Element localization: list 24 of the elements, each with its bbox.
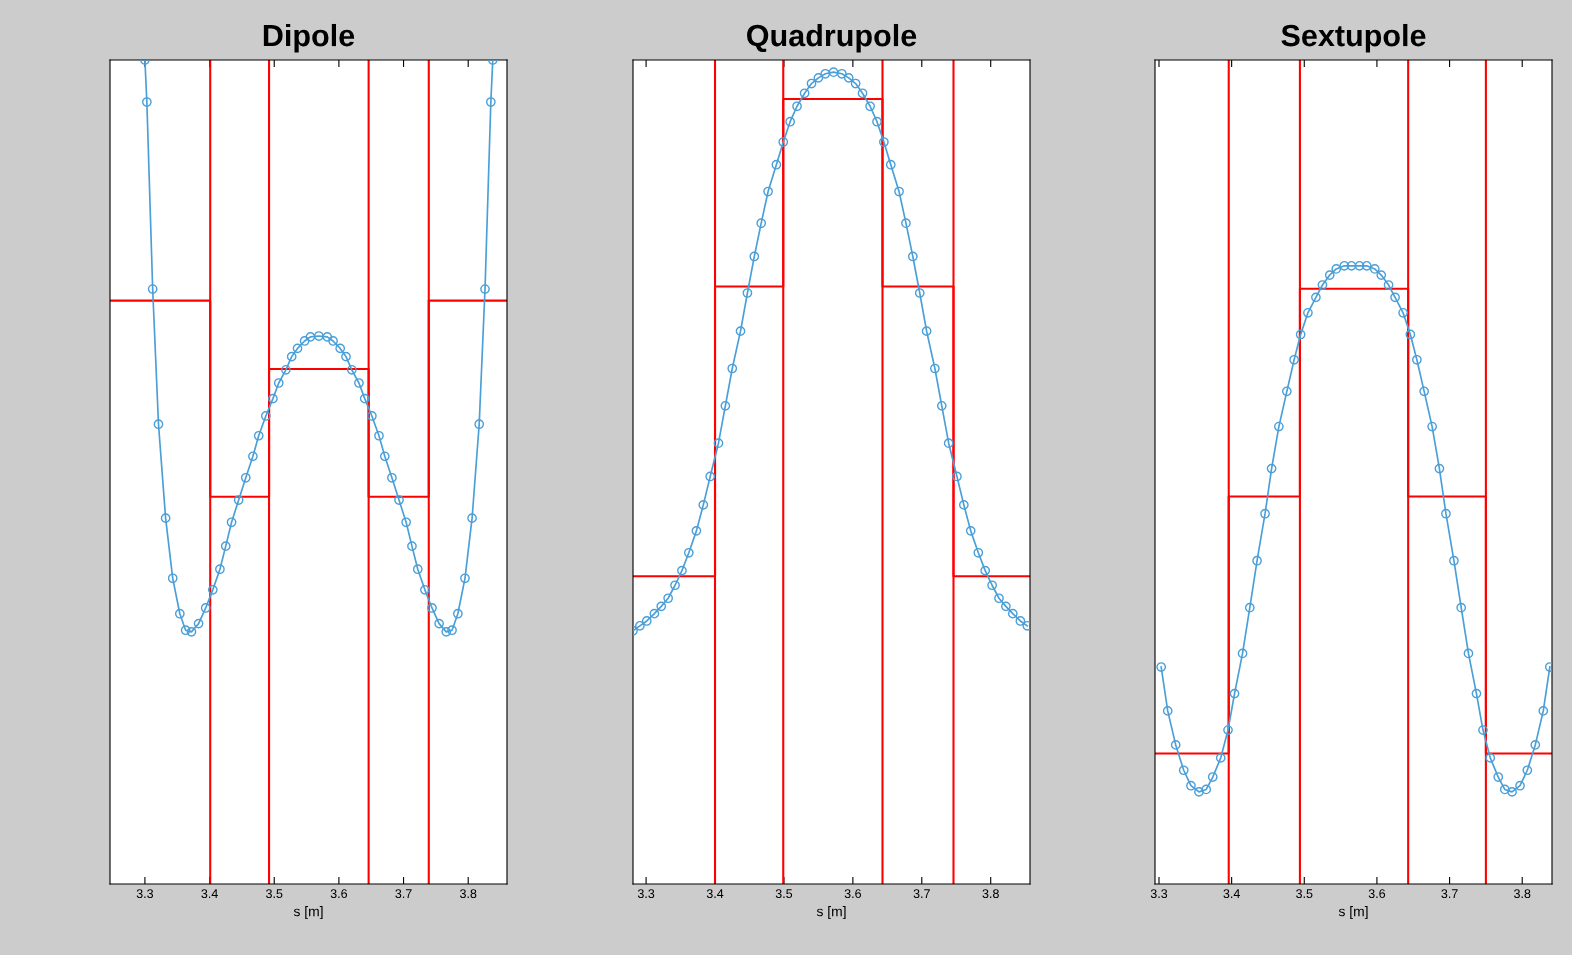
x-tick-label: 3.4 — [201, 889, 218, 899]
x-tick-label: 3.5 — [775, 889, 793, 899]
chart-title: Dipole — [263, 23, 355, 53]
x-tick-label: 3.3 — [637, 889, 655, 899]
x-tick-label: 3.5 — [266, 889, 283, 899]
x-tick-label: 3.4 — [1223, 889, 1240, 899]
x-tick-label: 3.3 — [1150, 889, 1168, 899]
x-tick-label: 3.6 — [330, 889, 348, 899]
x-tick-label: 3.6 — [844, 889, 862, 899]
x-tick-label: 3.8 — [1514, 889, 1531, 899]
chart-title: Sextupole — [1281, 23, 1426, 53]
x-tick-label: 3.4 — [706, 889, 724, 899]
x-tick-label: 3.6 — [1368, 889, 1386, 899]
x-tick-label: 3.7 — [395, 889, 412, 899]
x-tick-label: 3.8 — [982, 889, 999, 899]
x-tick-label: 3.8 — [459, 889, 477, 899]
chart-title: Quadrupole — [747, 23, 917, 53]
x-axis-title: s [m] — [293, 906, 323, 920]
x-axis-title: s [m] — [816, 906, 846, 920]
x-tick-label: 3.5 — [1296, 889, 1313, 899]
x-tick-label: 3.7 — [913, 889, 930, 899]
x-tick-label: 3.7 — [1441, 889, 1458, 899]
x-tick-label: 3.3 — [136, 889, 154, 899]
x-axis-title: s [m] — [1338, 906, 1368, 920]
